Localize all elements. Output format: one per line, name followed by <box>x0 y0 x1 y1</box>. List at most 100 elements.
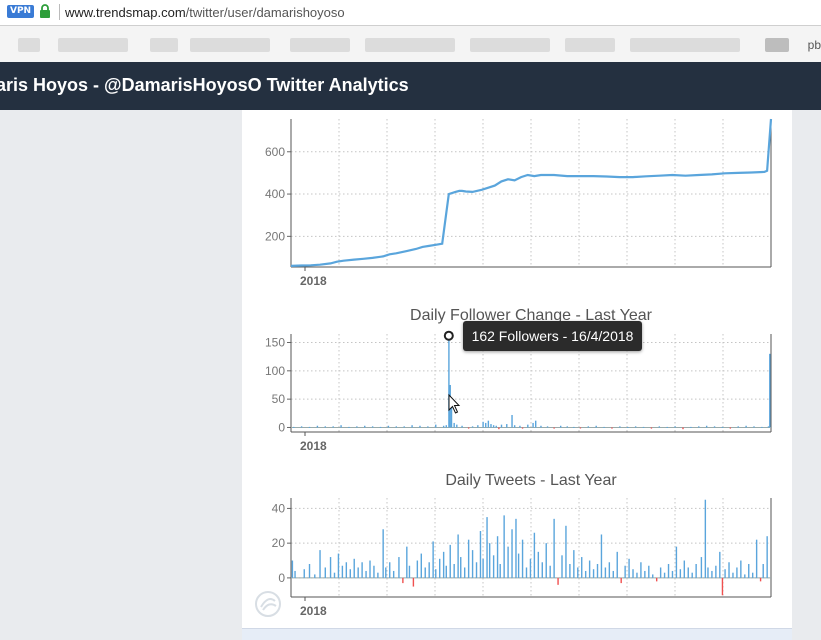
bar <box>736 567 738 578</box>
bar-negative <box>467 427 470 429</box>
bookmark-item[interactable] <box>630 38 740 52</box>
bookmark-item[interactable] <box>565 38 615 52</box>
bar <box>340 425 342 428</box>
bar <box>737 426 739 428</box>
bar-negative <box>759 577 762 582</box>
bar <box>762 564 764 578</box>
bar <box>485 422 487 428</box>
bar <box>463 567 466 578</box>
bar <box>348 426 350 428</box>
bar <box>488 543 491 578</box>
bar <box>561 555 563 578</box>
bar <box>704 499 707 578</box>
bookmarks-bar: pb <box>0 26 821 63</box>
y-tick-label: 200 <box>265 229 285 243</box>
bar-negative <box>557 577 559 585</box>
bar <box>450 404 453 428</box>
bar <box>487 420 490 428</box>
bar <box>519 425 521 428</box>
y-tick-label: 20 <box>272 536 286 550</box>
bookmark-overflow-text[interactable]: pb <box>807 38 821 52</box>
bar <box>553 518 555 578</box>
mouse-cursor-icon <box>448 393 461 414</box>
bar <box>695 564 697 578</box>
bar <box>683 560 686 578</box>
bar-negative <box>721 577 724 596</box>
bar <box>565 525 567 578</box>
x-axis-label: 2018 <box>300 604 327 618</box>
bar <box>667 564 670 578</box>
bar <box>728 562 730 578</box>
page-header: aris Hoyos - @DamarisHoyosO Twitter Anal… <box>0 62 821 110</box>
hover-point-marker <box>443 330 454 341</box>
bar <box>365 570 367 578</box>
bar <box>408 565 411 578</box>
y-tick-label: 40 <box>272 501 286 515</box>
bar <box>675 546 678 578</box>
bar <box>628 558 630 578</box>
bar <box>761 426 763 428</box>
bar <box>389 562 391 578</box>
bar <box>541 562 543 578</box>
series-line <box>290 118 773 267</box>
bar <box>596 564 599 578</box>
bar <box>475 562 478 578</box>
bar-negative <box>579 427 582 429</box>
bar <box>659 567 662 578</box>
bar <box>545 543 547 578</box>
bar <box>713 426 716 428</box>
bar <box>482 421 484 428</box>
bar <box>632 569 634 578</box>
bar <box>385 567 387 578</box>
bar <box>679 569 682 578</box>
bookmark-item[interactable] <box>765 38 789 52</box>
y-tick-label: 600 <box>265 145 285 159</box>
bar <box>748 564 750 578</box>
bar <box>308 564 311 578</box>
bar <box>732 572 734 578</box>
bar <box>303 569 305 578</box>
bookmark-item[interactable] <box>290 38 350 52</box>
bookmark-item[interactable] <box>470 38 550 52</box>
bar <box>511 415 513 428</box>
bar <box>345 562 348 578</box>
bar <box>755 539 758 578</box>
bookmark-item[interactable] <box>150 38 178 52</box>
bar <box>500 424 503 428</box>
bar <box>424 567 426 578</box>
lock-icon <box>40 4 50 18</box>
chart-1: 200 400 600 2018 <box>265 118 773 288</box>
bookmark-item[interactable] <box>190 38 270 52</box>
bookmark-item[interactable] <box>365 38 455 52</box>
bar <box>624 565 626 578</box>
browser-url-bar[interactable]: VPN www.trendsmap.com/twitter/user/damar… <box>0 0 821 26</box>
url-text[interactable]: www.trendsmap.com/twitter/user/damarisho… <box>65 5 345 20</box>
bar <box>371 426 374 428</box>
bar <box>486 517 488 578</box>
bar <box>751 572 754 578</box>
bar <box>492 425 495 428</box>
bar <box>453 564 455 578</box>
chart-title: Daily Tweets - Last Year <box>445 472 617 489</box>
bar <box>515 518 517 578</box>
bar <box>403 426 405 428</box>
bar <box>448 335 450 428</box>
bar <box>392 570 395 578</box>
bar-negative <box>553 427 555 429</box>
bar <box>612 570 614 578</box>
bar <box>603 426 605 428</box>
bar <box>700 557 703 578</box>
bar <box>616 551 618 578</box>
bar <box>435 424 437 428</box>
vpn-badge[interactable]: VPN <box>7 5 35 18</box>
bookmark-item[interactable] <box>18 38 40 52</box>
bar <box>353 558 355 578</box>
x-axis-label: 2018 <box>300 439 327 453</box>
bar <box>566 426 568 428</box>
bar <box>357 567 359 578</box>
bar <box>449 544 451 578</box>
bar <box>619 426 621 428</box>
bookmark-item[interactable] <box>58 38 128 52</box>
bar <box>495 425 497 428</box>
